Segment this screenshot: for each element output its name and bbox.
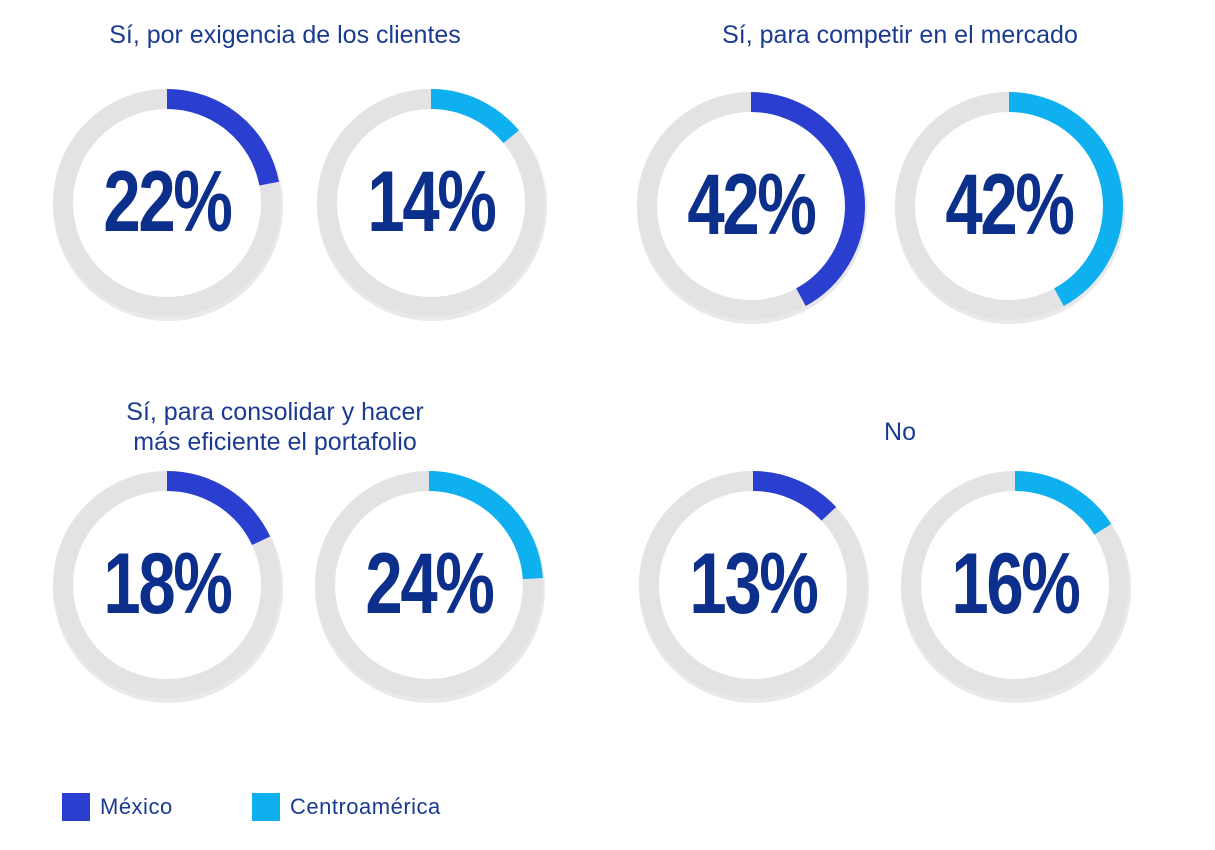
donut-value-label-mexico: 22% [103,154,231,250]
chart-panel-no: No 13% 16% [600,380,1215,760]
legend-label: México [100,794,173,819]
donut-base [901,471,1129,699]
donut-arc-mexico [53,89,281,317]
donut-group: 22% 14% [53,89,547,321]
donut-group: 42% 42% [637,92,1125,324]
donut-value-label-centroamerica: 24% [365,536,493,632]
donut-base [317,89,545,317]
donut-group: 13% 16% [639,471,1131,703]
donut-value-label-centroamerica: 14% [367,154,495,250]
legend-item-mexico: México [62,792,173,822]
donut-arc-mexico [637,92,865,320]
donut-base [639,471,867,699]
panel-title: No [884,418,916,446]
donut-group: 18% 24% [53,471,545,703]
donut-value-label-centroamerica: 16% [951,536,1079,632]
donut-arc-mexico [639,471,867,699]
legend-item-centroamerica: Centroamérica [252,792,441,822]
panel-title: Sí, para competir en el mercado [722,21,1078,49]
donut-arc-centroamerica [315,471,543,699]
panel-title: Sí, para consolidar y hacer más eficient… [126,398,424,456]
donut-base [315,471,543,699]
donut-base [53,89,281,317]
donut-value-label-centroamerica: 42% [945,157,1073,253]
donut-value-label-mexico: 42% [687,157,815,253]
donut-arc-mexico [53,471,281,699]
chart-panel-exigencia-clientes: Sí, por exigencia de los clientes 22% 14% [0,0,600,380]
donut-value-label-mexico: 13% [689,536,817,632]
donut-arc-centroamerica [901,471,1129,699]
legend-label: Centroamérica [290,794,441,819]
donut-arc-centroamerica [317,89,545,317]
donut-base [53,471,281,699]
legend-swatch-mexico [62,793,90,821]
donut-value-label-mexico: 18% [103,536,231,632]
donut-base [637,92,865,320]
chart-panel-consolidar-portafolio: Sí, para consolidar y hacer más eficient… [0,380,600,760]
chart-panel-competir-mercado: Sí, para competir en el mercado 42% 42% [600,0,1215,380]
donut-base [895,92,1123,320]
legend-swatch-centroamerica [252,793,280,821]
panel-title: Sí, por exigencia de los clientes [109,21,461,49]
donut-arc-centroamerica [895,92,1123,320]
